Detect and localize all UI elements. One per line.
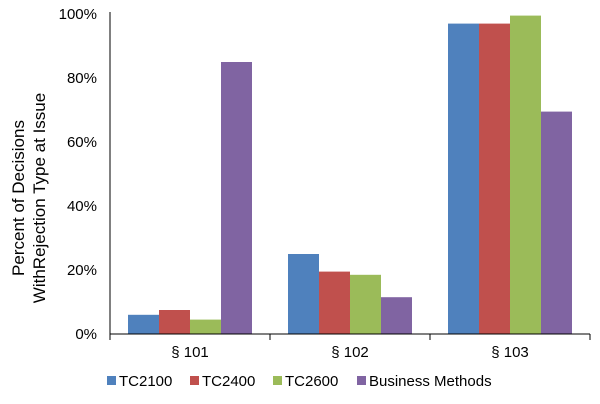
y-tick-label: 60% <box>67 134 97 151</box>
bars <box>128 15 572 334</box>
bar <box>319 271 350 334</box>
y-axis-ticks: 0% 20% 40% 60% 80% 100% <box>59 6 97 343</box>
bar <box>510 15 541 334</box>
x-tick-label: § 103 <box>491 344 529 361</box>
legend-label: TC2100 <box>119 373 172 390</box>
bar <box>350 274 381 334</box>
bar <box>448 23 479 334</box>
axes <box>109 12 591 340</box>
legend-swatch <box>190 376 199 385</box>
x-tick-label: § 102 <box>331 344 369 361</box>
bar <box>381 297 412 334</box>
legend-label: TC2400 <box>202 373 255 390</box>
bar <box>479 23 510 334</box>
legend-label: TC2600 <box>285 373 338 390</box>
bar <box>128 314 159 334</box>
bar <box>190 319 221 334</box>
legend-label: Business Methods <box>369 373 492 390</box>
x-tick-label: § 101 <box>171 344 209 361</box>
bar <box>221 62 252 334</box>
y-axis-label-line-1: Percent of Decisions <box>9 120 28 276</box>
legend-swatch <box>107 376 116 385</box>
bar <box>159 310 190 334</box>
y-tick-label: 100% <box>59 6 97 23</box>
y-tick-label: 80% <box>67 70 97 87</box>
y-tick-label: 40% <box>67 198 97 215</box>
legend: TC2100 TC2400 TC2600 Business Methods <box>107 373 492 390</box>
y-tick-label: 0% <box>75 326 97 343</box>
y-axis-label: Percent of Decisions WithRejection Type … <box>9 93 49 303</box>
x-axis-ticks: § 101 § 102 § 103 <box>171 344 529 361</box>
bar <box>541 111 572 334</box>
legend-swatch <box>357 376 366 385</box>
y-axis-label-line-2: WithRejection Type at Issue <box>30 93 49 303</box>
bar <box>288 254 319 334</box>
legend-swatch <box>273 376 282 385</box>
y-tick-label: 20% <box>67 262 97 279</box>
